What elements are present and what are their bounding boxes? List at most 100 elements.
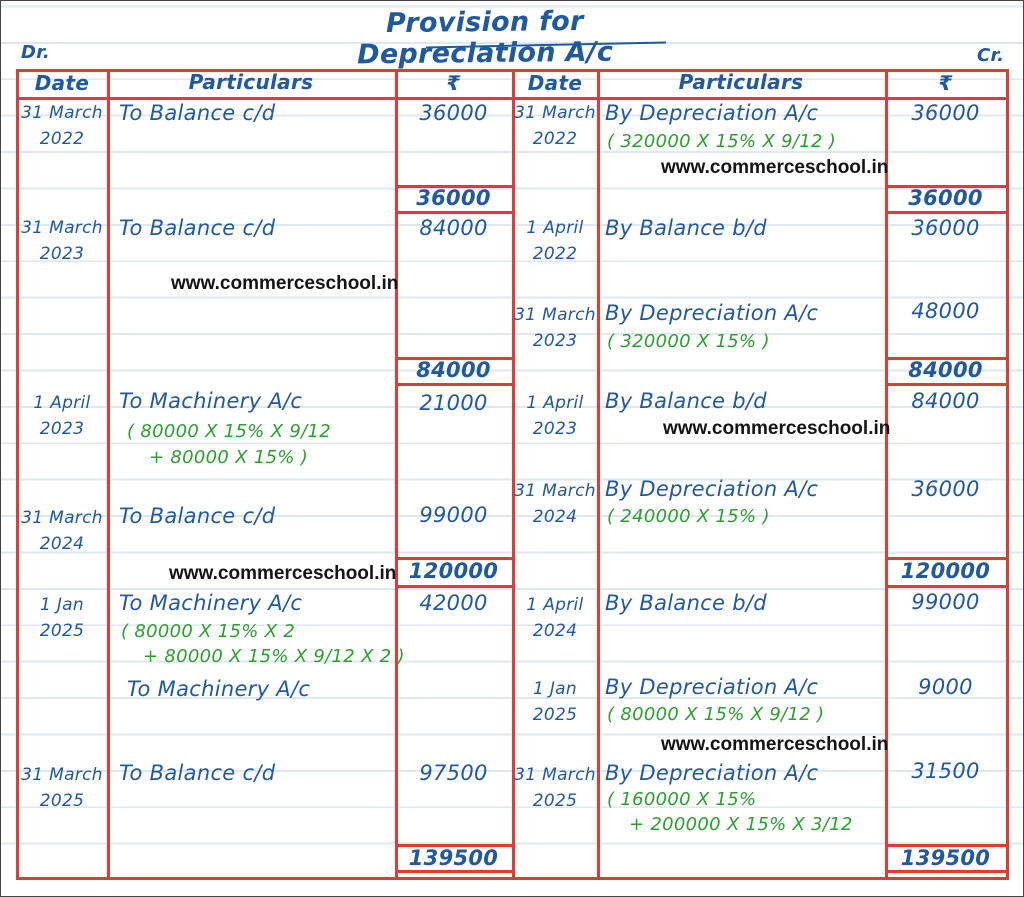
ledger-total: 36000 [416,186,491,210]
total-rule [395,185,515,188]
total-rule [395,211,515,214]
ledger-date: 31 March 2022 [514,103,596,149]
total-rule [885,844,1009,847]
calc-note: ( 80000 X 15% X 2 [121,621,296,642]
watermark: www.commerceschool.in [661,157,889,178]
total-rule [885,357,1009,360]
total-rule [395,585,515,588]
ledger-date: 1 Jan 2025 [532,679,578,725]
total-rule [395,870,515,873]
page-title: Provision for Depreciation A/c [356,5,614,71]
ledger-amount: 36000 [911,216,980,240]
ledger-particulars: By Depreciation A/c [605,101,819,125]
ledger-amount: 21000 [419,391,488,415]
ledger-amount: 36000 [911,477,980,501]
grid-vline [16,69,19,880]
header-amount-credit: ₹ [938,71,953,95]
ledger-amount: 9000 [918,675,973,699]
watermark: www.commerceschool.in [169,563,397,584]
ledger-particulars: By Balance b/d [605,591,767,615]
ledger-amount: 99000 [419,503,488,527]
ledger-amount: 36000 [419,101,488,125]
ledger-date: 31 March 2025 [514,765,596,811]
ledger-total: 139500 [408,846,499,870]
grid-vline [885,69,888,880]
ledger-particulars: To Balance c/d [119,761,276,785]
debit-side-label: Dr. [21,42,50,63]
ledger-particulars: By Balance b/d [605,216,767,240]
watermark: www.commerceschool.in [661,734,889,755]
calc-note: + 80000 X 15% ) [149,447,309,468]
ledger-particulars: By Depreciation A/c [605,477,819,501]
total-rule [395,357,515,360]
ledger-date: 1 April 2023 [526,393,584,439]
ledger-particulars: By Depreciation A/c [605,761,819,785]
ledger-amount: 48000 [911,299,980,323]
ledger-amount: 42000 [419,591,488,615]
ledger-date: 31 March 2024 [21,508,103,554]
total-rule [395,844,515,847]
ledger-date: 31 March 2022 [21,103,103,149]
header-particulars-debit: Particulars [188,70,314,94]
header-particulars-credit: Particulars [678,70,804,94]
total-rule [885,383,1009,386]
grid-vline [107,69,110,880]
header-date-credit: Date [527,71,583,95]
total-rule [885,185,1009,188]
grid-vline [597,69,600,880]
grid-vline [512,69,515,880]
calc-note: + 80000 X 15% X 9/12 X 2 ) [143,646,405,667]
ledger-date: 31 March 2023 [514,305,596,351]
header-amount-debit: ₹ [446,71,461,95]
grid-vline [1006,69,1009,880]
total-rule [885,557,1009,560]
ledger-amount: 84000 [911,389,980,413]
calc-note: ( 160000 X 15% [607,789,757,810]
ledger-total: 139500 [900,846,991,870]
header-date-debit: Date [34,71,90,95]
total-rule [885,870,1009,873]
total-rule [395,557,515,560]
watermark: www.commerceschool.in [171,273,399,294]
ledger-date: 1 April 2024 [526,595,584,641]
ledger-date: 1 Jan 2025 [39,595,85,641]
grid-vline [395,69,398,880]
ledger-amount: 97500 [419,761,488,785]
grid-hline-header [16,97,1009,100]
ledger-date: 31 March 2023 [21,218,103,264]
grid-hline-top [16,69,1009,72]
ledger-total: 84000 [416,358,491,382]
ledger-particulars: By Depreciation A/c [605,301,819,325]
calc-note: + 200000 X 15% X 3/12 [629,814,853,835]
ledger-particulars: To Machinery A/c [119,389,303,413]
credit-side-label: Cr. [977,45,1005,66]
ledger-particulars: To Machinery A/c [127,677,311,701]
ledger-date: 31 March 2025 [21,765,103,811]
ledger-particulars: By Balance b/d [605,389,767,413]
ledger-date: 1 April 2023 [33,393,91,439]
ledger-date: 31 March 2024 [514,481,596,527]
ledger-amount: 31500 [911,759,980,783]
ledger-particulars: To Balance c/d [119,101,276,125]
ledger-amount: 84000 [419,216,488,240]
watermark: www.commerceschool.in [663,418,891,439]
calc-note: ( 80000 X 15% X 9/12 ) [607,704,825,725]
calc-note: ( 80000 X 15% X 9/12 [127,421,331,442]
ledger-amount: 99000 [911,590,980,614]
ledger-particulars: To Machinery A/c [119,591,303,615]
calc-note: ( 320000 X 15% X 9/12 ) [607,131,837,152]
ledger-particulars: By Depreciation A/c [605,675,819,699]
ledger-total: 36000 [908,186,983,210]
ledger-total: 120000 [900,559,991,583]
ledger-particulars: To Balance c/d [119,216,276,240]
ledger-amount: 36000 [911,101,980,125]
total-rule [885,211,1009,214]
ledger-particulars: To Balance c/d [119,504,276,528]
ledger-total: 84000 [908,358,983,382]
total-rule [395,383,515,386]
grid-hline-bottom [16,877,1009,880]
ledger-date: 1 April 2022 [526,218,584,264]
ledger-total: 120000 [408,559,499,583]
calc-note: ( 320000 X 15% ) [607,331,770,352]
